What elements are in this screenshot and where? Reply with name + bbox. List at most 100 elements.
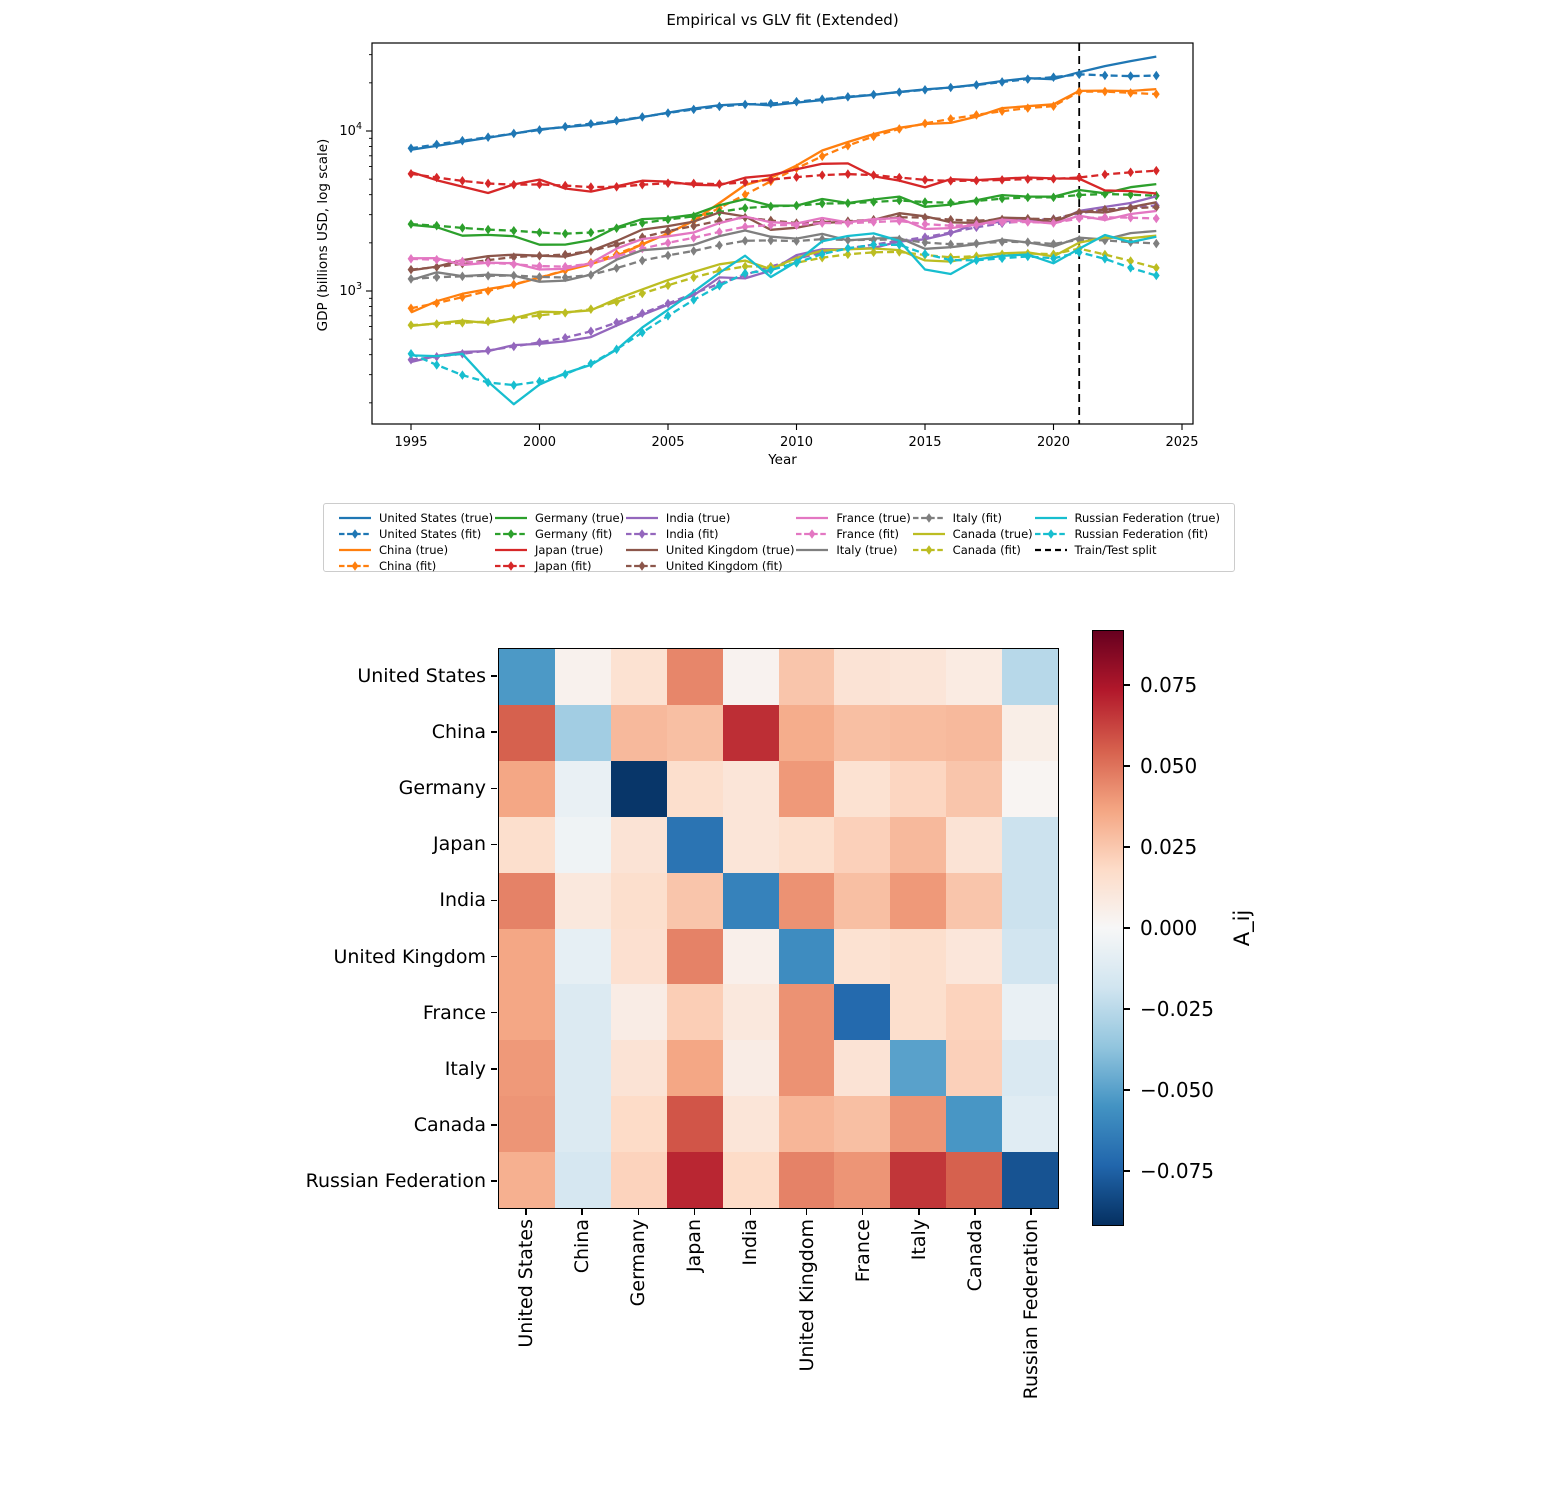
heatmap-cell-Japan-Japan: [666, 816, 723, 873]
colorbar-tick: [1123, 1008, 1130, 1010]
heatmap-cell-Canada-Canada: [946, 1096, 1003, 1153]
legend-entry-label: Germany (fit): [534, 526, 613, 541]
heatmap-cell-Russian Federation-France: [834, 1152, 891, 1208]
heatmap-cell-United States-France: [834, 649, 891, 705]
heatmap-col-label: China: [571, 1219, 594, 1274]
heatmap-col-label: Italy: [907, 1219, 930, 1261]
heatmap-cell-Russian Federation-China: [554, 1152, 611, 1208]
heatmap-cell-Japan-United Kingdom: [778, 816, 835, 873]
heatmap-row-tick: [491, 843, 497, 846]
legend-line-icon: [912, 532, 945, 535]
heatmap-cell-Japan-Russian Federation: [1002, 816, 1058, 873]
legend-entry-label: Italy (fit): [952, 510, 1003, 525]
heatmap-row-tick: [491, 899, 497, 902]
legend-line-marker-icon: [625, 528, 658, 539]
heatmap-row-tick: [491, 787, 497, 789]
x-tick-label: 1995: [394, 435, 427, 450]
series-markers-China (fit): [407, 86, 1160, 314]
series-Germany (true): [410, 182, 1157, 246]
legend-line-icon: [796, 516, 829, 519]
colorbar-tick-label: 0.000: [1140, 916, 1198, 940]
heatmap-cell-India-United Kingdom: [778, 872, 835, 929]
legend-entry: Japan (true): [494, 543, 624, 557]
legend-entry: Canada (fit): [912, 543, 1033, 557]
heatmap-col-tick: [693, 1209, 696, 1215]
heatmap-row-label: India: [439, 889, 486, 912]
legend-entry: Russian Federation (true): [1034, 510, 1220, 525]
legend-entry: Germany (fit): [494, 526, 624, 541]
heatmap-cell-Canada-Germany: [610, 1096, 667, 1153]
heatmap-cell-France-Italy: [890, 984, 947, 1041]
legend-entry: Germany (true): [494, 511, 624, 525]
heatmap-col-tick: [918, 1209, 920, 1215]
heatmap-row-tick: [491, 1180, 497, 1182]
heatmap-row-tick: [491, 675, 497, 677]
heatmap-row-label: Canada: [413, 1113, 486, 1136]
heatmap-cell-Russian Federation-United Kingdom: [778, 1152, 835, 1208]
legend-entry-label: India (fit): [665, 526, 719, 541]
x-tick-label: 2025: [1165, 435, 1198, 450]
heatmap-cell-China-India: [722, 704, 779, 761]
heatmap-col-tick: [805, 1209, 808, 1215]
heatmap-cell-Canada-United States: [499, 1096, 555, 1153]
series-Japan (fit): [410, 169, 1157, 189]
legend-line-marker-icon: [339, 560, 371, 571]
heatmap-cell-India-Italy: [890, 872, 947, 929]
heatmap-cell-India-Russian Federation: [1002, 872, 1058, 929]
legend-entry: United Kingdom (fit): [625, 559, 795, 573]
legend-line-marker-icon: [912, 512, 945, 523]
series-United States (fit): [410, 73, 1157, 150]
legend-line-marker-icon: [625, 560, 658, 571]
heatmap-cell-Russian Federation-United States: [499, 1152, 555, 1208]
legend-entry: Train/Test split: [1034, 543, 1220, 557]
heatmap-cell-Germany-France: [834, 760, 891, 817]
heatmap-row-tick: [491, 1011, 497, 1014]
legend-line-marker-icon: [339, 528, 371, 539]
x-tick-label: 2015: [908, 435, 941, 450]
legend-entry-label: United Kingdom (true): [665, 542, 795, 557]
heatmap-col-tick: [525, 1209, 527, 1215]
heatmap-col-label: United States: [515, 1219, 538, 1348]
legend-entry-label: France (fit): [836, 526, 899, 541]
heatmap-cell-India-Canada: [946, 872, 1003, 929]
legend-line-icon: [494, 516, 527, 519]
legend-column-1: United States (true) United States (fit) C…: [338, 511, 493, 573]
heatmap-cell-France-United Kingdom: [778, 984, 835, 1041]
heatmap-cell-United States-Russian Federation: [1002, 649, 1058, 705]
colorbar-tick: [1123, 684, 1130, 686]
heatmap-cell-Canada-Russian Federation: [1002, 1096, 1058, 1153]
heatmap-cell-China-China: [554, 704, 611, 761]
line-chart-plot: 104 103 1995 2000 2005 2010 2015 2020 2025: [339, 42, 1199, 450]
heatmap-cell-United Kingdom-Germany: [610, 928, 667, 985]
colorbar-label: A_ij: [1230, 909, 1254, 947]
legend-line-icon: [796, 548, 829, 551]
heatmap-row-label: Germany: [398, 777, 486, 800]
legend-line-icon: [339, 548, 371, 551]
legend-entry-label: Russian Federation (true): [1074, 510, 1220, 525]
colorbar-tick-label: 0.075: [1140, 673, 1198, 698]
heatmap-row-tick: [491, 731, 497, 733]
heatmap-row-label: Italy: [444, 1057, 486, 1080]
heatmap-cell-China-Russian Federation: [1002, 704, 1058, 761]
heatmap-cell-France-India: [722, 984, 779, 1041]
legend-entry: United States (fit): [338, 527, 493, 541]
heatmap-cell-France-China: [554, 984, 611, 1041]
heatmap-cell-United States-China: [554, 649, 611, 705]
heatmap-cell-United Kingdom-United Kingdom: [778, 928, 835, 985]
heatmap-cell-France-Canada: [946, 984, 1003, 1041]
heatmap-row-label: Japan: [433, 833, 486, 856]
heatmap-cell-France-Russian Federation: [1002, 984, 1058, 1041]
legend-entry: India (fit): [625, 526, 795, 541]
series-China (fit): [410, 90, 1157, 310]
heatmap-cell-Germany-Italy: [890, 760, 947, 817]
heatmap-cell-Germany-India: [722, 760, 779, 817]
series-France (fit): [410, 216, 1157, 268]
heatmap-cell-United Kingdom-United States: [499, 928, 555, 985]
heatmap-cell-Canada-France: [834, 1096, 891, 1153]
heatmap-cell-Canada-Japan: [666, 1096, 723, 1153]
legend-entry: United States (true): [338, 511, 493, 525]
line-chart-xlabel: Year: [768, 452, 797, 468]
heatmap-cell-Russian Federation-Germany: [610, 1152, 667, 1208]
heatmap-cell-China-France: [834, 704, 891, 761]
